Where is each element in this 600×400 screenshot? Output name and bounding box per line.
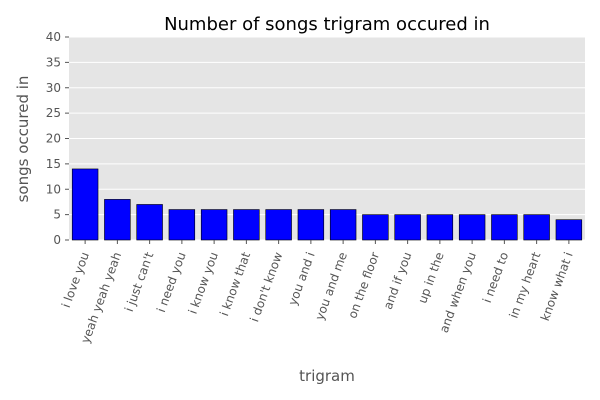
bar <box>200 209 228 241</box>
x-tick-label: i just can't <box>122 250 157 314</box>
bar <box>458 214 486 241</box>
x-tick-label: i don't know <box>247 250 285 324</box>
bar <box>265 209 292 241</box>
bar <box>555 219 583 241</box>
y-tick-label: 30 <box>46 81 61 95</box>
bar <box>168 209 196 241</box>
x-tick-label: i need to <box>480 250 511 305</box>
chart-title: Number of songs trigram occured in <box>164 14 490 35</box>
y-axis-label: songs occured in <box>14 76 32 203</box>
y-tick-label: 5 <box>53 208 61 222</box>
y-tick-label: 35 <box>46 55 61 69</box>
y-axis: 0 5 10 15 20 25 30 35 40 <box>46 30 69 247</box>
y-tick-label: 20 <box>46 132 61 146</box>
x-tick-label: up in the <box>415 250 446 305</box>
bar <box>104 199 131 241</box>
x-tick-label: on the floor <box>345 250 382 320</box>
bar <box>329 209 357 241</box>
bar <box>426 214 454 241</box>
bar <box>491 214 518 241</box>
x-tick-label: i know you <box>186 250 221 316</box>
x-tick-label: know what i <box>538 250 576 323</box>
y-tick-label: 40 <box>46 30 61 44</box>
bar <box>523 214 550 241</box>
x-tick-label: i love you <box>59 250 92 309</box>
x-tick-label: you and me <box>312 250 350 322</box>
bar <box>297 209 325 241</box>
y-tick-label: 0 <box>53 233 61 247</box>
y-tick-label: 15 <box>46 157 61 171</box>
bar <box>71 168 99 241</box>
bar <box>233 209 260 241</box>
bar <box>362 214 389 241</box>
x-tick-label: you and i <box>286 250 318 307</box>
y-tick-label: 25 <box>46 106 61 120</box>
x-tick-label: i know that <box>217 250 253 318</box>
bars <box>71 168 583 241</box>
x-tick-label: i need you <box>154 250 189 314</box>
y-tick-label: 10 <box>46 182 61 196</box>
x-tick-label: and if you <box>381 250 415 311</box>
bar <box>136 204 163 241</box>
x-tick-label: in my heart <box>507 250 544 320</box>
bar <box>394 214 421 241</box>
x-axis-label: trigram <box>299 367 355 385</box>
